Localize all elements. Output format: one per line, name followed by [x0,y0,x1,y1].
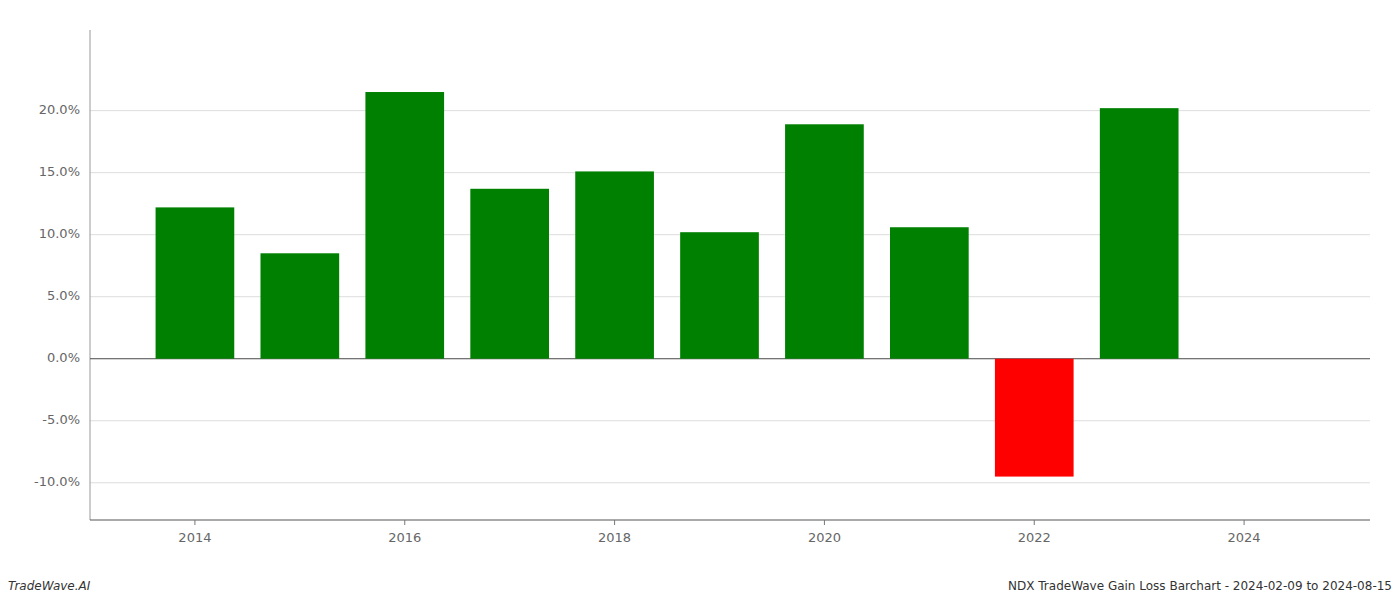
x-tick [404,520,405,525]
bar [260,253,339,358]
bar [365,92,444,359]
x-tick-label: 2016 [388,530,421,545]
x-tick [614,520,615,525]
axes: -10.0% -5.0% 0.0% 5.0% 10.0% 15.0% 20.0% 2014 20… [34,30,1370,545]
y-tick-label: 0.0% [47,350,80,365]
x-tick-label: 2014 [178,530,211,545]
y-tick-label: 15.0% [39,164,80,179]
x-tick [194,520,195,525]
x-tick [824,520,825,525]
y-tick-label: 10.0% [39,226,80,241]
bar [995,359,1074,477]
x-tick [1034,520,1035,525]
bar [470,189,549,359]
x-tick-label: 2024 [1228,530,1261,545]
background [0,0,1400,600]
bar [785,124,864,358]
chart-svg: -10.0% -5.0% 0.0% 5.0% 10.0% 15.0% 20.0% 2014 20… [0,0,1400,600]
bars [156,92,1179,477]
y-tick-label: 5.0% [47,288,80,303]
x-tick-label: 2020 [808,530,841,545]
x-tick [1244,520,1245,525]
x-tick-label: 2022 [1018,530,1051,545]
bar [575,171,654,358]
bar [1100,108,1179,359]
x-axis-line [90,520,1370,521]
y-tick-label: 20.0% [39,102,80,117]
bar [890,227,969,358]
annotations: TradeWave.AI NDX TradeWave Gain Loss Barc… [8,579,1392,593]
y-grid-line [90,482,1370,483]
footer-right: NDX TradeWave Gain Loss Barchart - 2024-… [1008,579,1392,593]
footer-left: TradeWave.AI [8,579,91,593]
bar [680,232,759,359]
bar [156,207,235,358]
x-tick-label: 2018 [598,530,631,545]
chart-container: -10.0% -5.0% 0.0% 5.0% 10.0% 15.0% 20.0% 2014 20… [0,0,1400,600]
y-tick-label: -10.0% [34,474,80,489]
y-grid-line [90,420,1370,421]
y-axis-line [90,30,91,520]
y-tick-label: -5.0% [42,412,80,427]
